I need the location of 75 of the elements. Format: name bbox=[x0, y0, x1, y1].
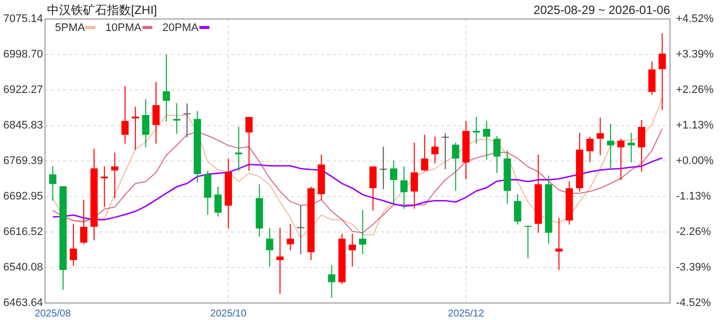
legend-label: 5PMA bbox=[55, 22, 86, 34]
candlestick bbox=[49, 166, 56, 202]
candlestick bbox=[245, 116, 253, 172]
y2-tick-label: +2.26% bbox=[676, 84, 714, 96]
line-series bbox=[52, 128, 663, 234]
candlestick bbox=[493, 136, 501, 174]
candlestick bbox=[400, 166, 408, 210]
candlestick bbox=[606, 123, 614, 170]
candlestick bbox=[132, 106, 140, 150]
y-tick-label: 6463.64 bbox=[3, 296, 43, 309]
y2-tick-label: +4.52% bbox=[676, 12, 714, 25]
y-tick-label: 6540.08 bbox=[3, 261, 43, 274]
y-tick-label: 6616.52 bbox=[3, 226, 43, 238]
y2-tick-label: -3.39% bbox=[676, 261, 712, 274]
chart-subtitle: 2025-08-29 ~ 2026-01-06 bbox=[534, 3, 670, 18]
y2-tick-label: -2.26% bbox=[676, 226, 712, 238]
candlestick bbox=[483, 120, 490, 160]
y-tick-label: 6845.83 bbox=[3, 119, 43, 132]
candlestick bbox=[380, 146, 387, 190]
candlestick bbox=[70, 223, 78, 266]
candlestick bbox=[452, 142, 460, 192]
candlestick bbox=[410, 142, 418, 210]
candlestick bbox=[617, 138, 625, 180]
candlestick bbox=[431, 136, 439, 164]
candlestick bbox=[369, 166, 377, 212]
candlestick bbox=[421, 134, 428, 172]
candlestick bbox=[328, 264, 336, 298]
y2-tick-label: +3.39% bbox=[676, 48, 714, 60]
candlestick bbox=[152, 81, 160, 144]
candlestick bbox=[183, 102, 191, 138]
candlestick bbox=[235, 126, 242, 172]
candlestick bbox=[204, 170, 212, 216]
y2-tick-label: +1.13% bbox=[676, 119, 714, 132]
x-tick-label: 2025/08 bbox=[34, 308, 72, 320]
candlestick bbox=[638, 119, 646, 172]
candlestick bbox=[173, 102, 180, 134]
candlestick bbox=[100, 166, 108, 208]
x-tick-label: 2025/10 bbox=[210, 308, 247, 320]
candlestick bbox=[628, 132, 635, 163]
y-tick-label: 6922.27 bbox=[3, 84, 43, 96]
candlestick bbox=[286, 223, 294, 251]
candlestick bbox=[648, 61, 656, 96]
candlestick bbox=[121, 85, 129, 144]
legend-label: 10PMA bbox=[105, 22, 142, 34]
line-series bbox=[52, 98, 663, 238]
y-tick-label: 7075.14 bbox=[3, 12, 43, 25]
candlestick bbox=[359, 209, 366, 255]
y-tick-label: 6769.39 bbox=[3, 154, 43, 167]
y2-tick-label: +0.00% bbox=[676, 154, 714, 167]
chart-title: 中汉铁矿石指数[ZHI] bbox=[47, 3, 157, 18]
candlestick bbox=[390, 160, 398, 205]
candlestick bbox=[266, 227, 274, 267]
candlestick bbox=[586, 136, 594, 163]
candlestick bbox=[442, 132, 449, 170]
x-tick-label: 2025/12 bbox=[448, 308, 484, 320]
candlestick bbox=[111, 152, 118, 199]
candlestick bbox=[80, 199, 88, 245]
y-tick-label: 6998.70 bbox=[3, 48, 43, 60]
candlestick bbox=[276, 227, 284, 294]
y2-tick-label: -1.13% bbox=[676, 190, 712, 202]
candlestick bbox=[658, 32, 666, 111]
y2-tick-label: -4.52% bbox=[676, 296, 712, 309]
legend-label: 20PMA bbox=[162, 22, 200, 34]
line-series bbox=[52, 157, 663, 220]
candlestick bbox=[472, 116, 480, 144]
candlestick bbox=[524, 225, 532, 259]
candlestick bbox=[348, 233, 356, 267]
candlestick bbox=[214, 186, 222, 218]
candlestick bbox=[555, 217, 563, 270]
candlestick bbox=[514, 194, 522, 225]
candlestick bbox=[297, 204, 304, 255]
candlestick bbox=[142, 98, 150, 148]
candlestick bbox=[596, 117, 604, 156]
candlestick bbox=[162, 54, 170, 122]
y-tick-label: 6692.95 bbox=[3, 190, 43, 202]
